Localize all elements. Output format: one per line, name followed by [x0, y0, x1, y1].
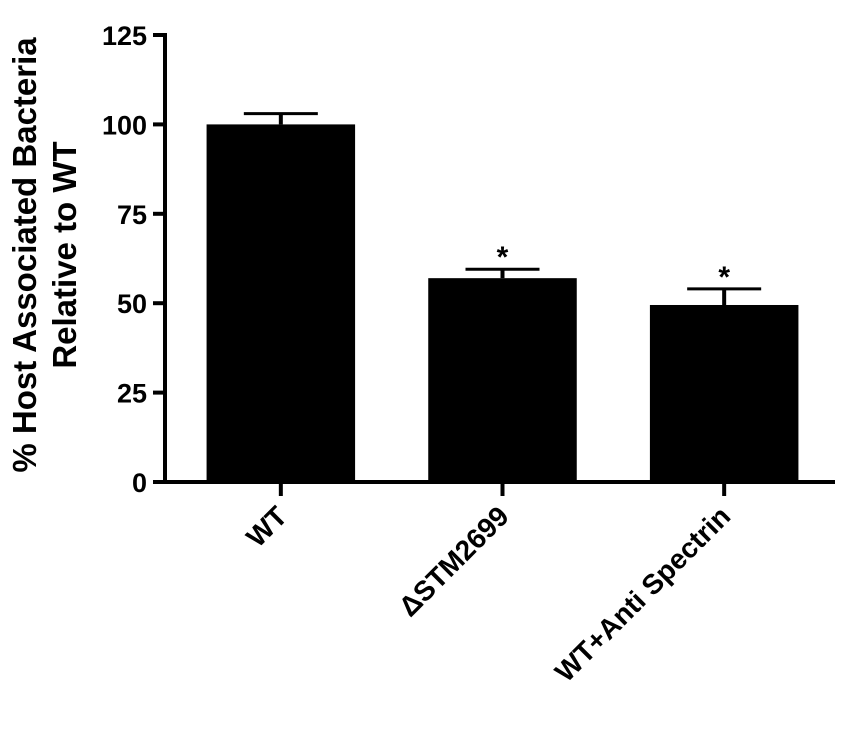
y-tick-label: 0 [132, 468, 147, 498]
plot-area: 0 25 50 75 100 125 WT * ΔSTM2699 * WT+Anti Spectri… [102, 21, 835, 688]
y-tick-label: 75 [117, 200, 147, 230]
y-tick-label: 50 [117, 289, 147, 319]
significance-marker: * [497, 241, 509, 274]
y-tick-label: 25 [117, 379, 147, 409]
y-axis-title: % Host Associated Bacteria Relative to W… [6, 37, 83, 473]
y-tick-label: 100 [102, 110, 147, 140]
bar [206, 124, 356, 483]
bar [428, 278, 577, 482]
x-category-label: WT+Anti Spectrin [549, 500, 736, 687]
x-category-label: WT [240, 500, 293, 553]
y-axis-title-line1: % Host Associated Bacteria [6, 37, 43, 473]
significance-marker: * [718, 261, 730, 294]
y-axis-title-line2: Relative to WT [46, 141, 83, 368]
bar [649, 304, 799, 482]
y-tick-label: 125 [102, 21, 147, 51]
x-category-label: ΔSTM2699 [393, 500, 515, 622]
